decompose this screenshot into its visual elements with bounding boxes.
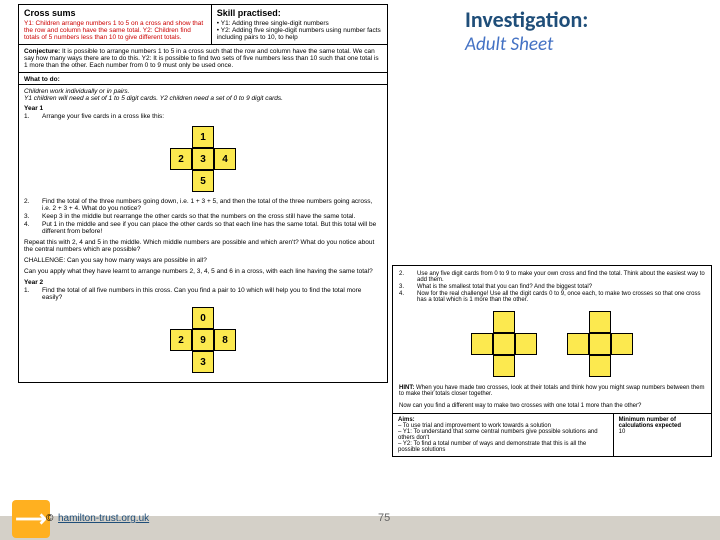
cross-diagram-2: 0 298 3 bbox=[170, 307, 236, 373]
copyright-symbol: © bbox=[46, 513, 53, 524]
investigation-subtitle: Adult Sheet bbox=[465, 33, 588, 56]
cross-diagram-1: 1 234 5 bbox=[170, 126, 236, 192]
page-number: 75 bbox=[378, 512, 390, 524]
extend-text: Can you apply what they have learnt to a… bbox=[24, 268, 382, 275]
skill-bullet-2: • Y2: Adding five single-digit numbers u… bbox=[217, 27, 382, 41]
investigation-title: Investigation: bbox=[465, 6, 588, 33]
challenge-text: CHALLENGE: Can you say how many ways are… bbox=[24, 257, 382, 264]
step-2: 2.Find the total of the three numbers go… bbox=[24, 198, 382, 212]
intro-2: Y1 children will need a set of 1 to 5 di… bbox=[24, 95, 382, 102]
skill-title: Skill practised: bbox=[217, 8, 382, 18]
step-3: 3.Keep 3 in the middle but rearrange the… bbox=[24, 213, 382, 220]
worksheet-left: Cross sums Y1: Children arrange numbers … bbox=[18, 4, 388, 383]
repeat-text: Repeat this with 2, 4 and 5 in the middl… bbox=[24, 239, 382, 253]
investigation-header: Investigation: Adult Sheet bbox=[465, 6, 588, 56]
worksheet-right: 2.Use any five digit cards from 0 to 9 t… bbox=[392, 265, 712, 457]
r-step-2: 2.Use any five digit cards from 0 to 9 t… bbox=[399, 271, 705, 283]
y2-step-1: 1.Find the total of all five numbers in … bbox=[24, 287, 382, 301]
copyright-link[interactable]: hamilton-trust.org.uk bbox=[58, 513, 149, 524]
skill-bullet-1: • Y1: Adding three single-digit numbers bbox=[217, 20, 382, 27]
aim-3: – Y2: To find a total number of ways and… bbox=[398, 441, 608, 453]
year2-label: Year 2 bbox=[24, 279, 382, 286]
step-1: 1.Arrange your five cards in a cross lik… bbox=[24, 113, 382, 120]
r-step-3: 3.What is the smallest total that you ca… bbox=[399, 284, 705, 290]
conjecture-section: Conjecture: It is possible to arrange nu… bbox=[19, 45, 387, 73]
step-4: 4.Put 1 in the middle and see if you can… bbox=[24, 221, 382, 235]
cross-pair bbox=[399, 311, 705, 377]
hint-row: HINT: When you have made two crosses, lo… bbox=[399, 385, 705, 397]
aim-2: – Y1: To understand that some central nu… bbox=[398, 429, 608, 441]
intro-1: Children work individually or in pairs. bbox=[24, 88, 382, 95]
what-to-do-title: What to do: bbox=[24, 76, 382, 83]
cross-sums-title: Cross sums bbox=[24, 8, 206, 18]
mincalc-value: 10 bbox=[619, 429, 706, 435]
year1-label: Year 1 bbox=[24, 105, 382, 112]
final-question: Now can you find a different way to make… bbox=[399, 403, 705, 409]
mincalc-title: Minimum number of calculations expected bbox=[619, 417, 706, 429]
cross-sums-body: Y1: Children arrange numbers 1 to 5 on a… bbox=[24, 20, 206, 41]
r-step-4: 4.Now for the real challenge! Use all th… bbox=[399, 291, 705, 303]
nav-square[interactable]: ⟶ bbox=[12, 500, 50, 538]
